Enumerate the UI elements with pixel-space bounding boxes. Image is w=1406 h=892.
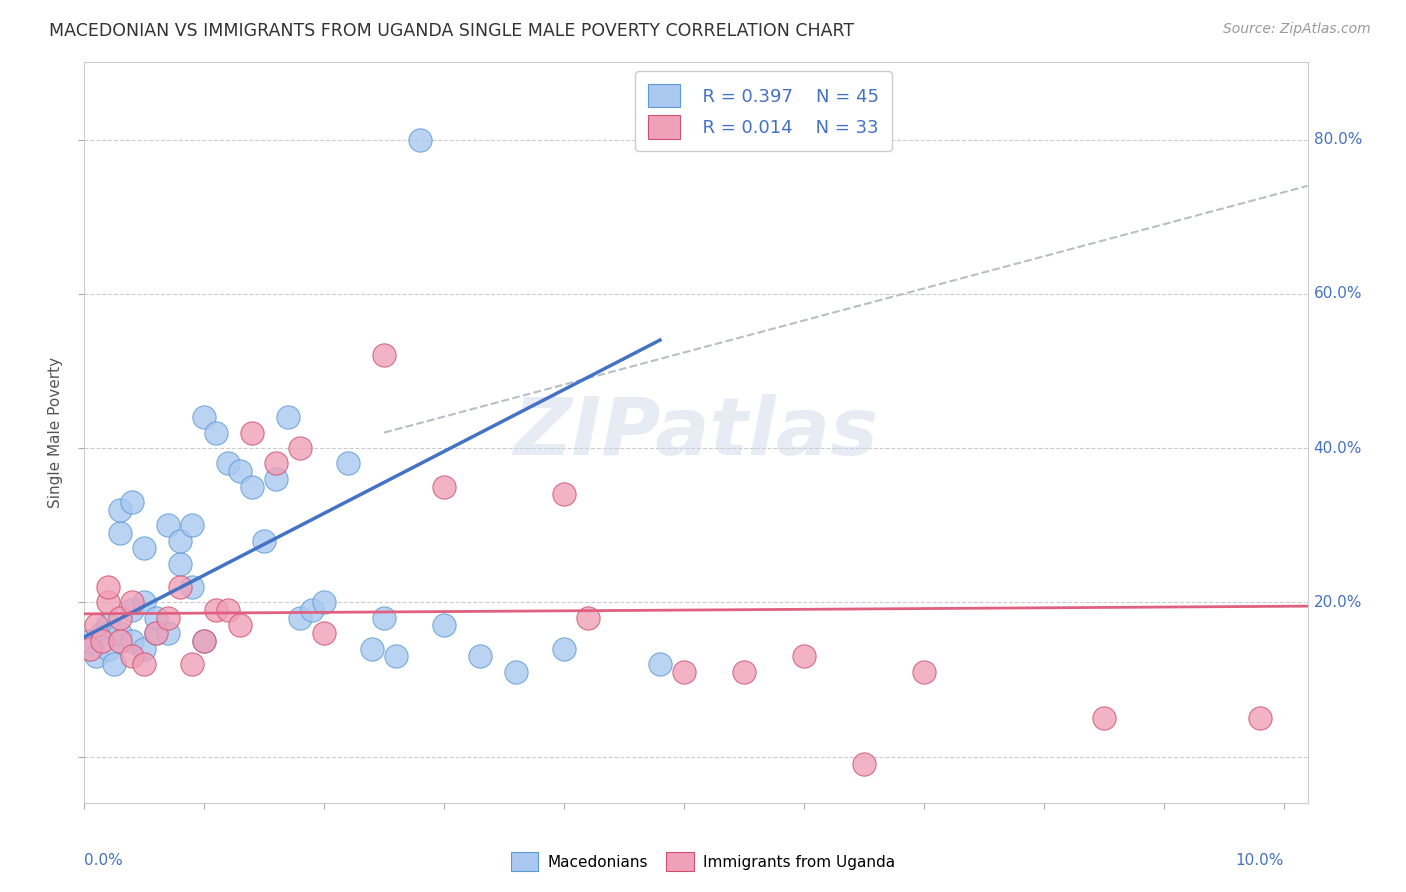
Point bbox=[121, 649, 143, 664]
Point bbox=[79, 641, 101, 656]
Point bbox=[229, 618, 252, 632]
Point bbox=[79, 633, 101, 648]
Point bbox=[205, 603, 228, 617]
Point bbox=[157, 626, 180, 640]
Point bbox=[337, 457, 360, 471]
Point bbox=[91, 626, 114, 640]
Point bbox=[553, 641, 575, 656]
Point bbox=[277, 410, 299, 425]
Point bbox=[385, 649, 408, 664]
Point bbox=[91, 633, 114, 648]
Text: 60.0%: 60.0% bbox=[1313, 286, 1362, 301]
Point bbox=[181, 518, 204, 533]
Point bbox=[576, 611, 599, 625]
Y-axis label: Single Male Poverty: Single Male Poverty bbox=[48, 357, 63, 508]
Point bbox=[290, 611, 312, 625]
Text: MACEDONIAN VS IMMIGRANTS FROM UGANDA SINGLE MALE POVERTY CORRELATION CHART: MACEDONIAN VS IMMIGRANTS FROM UGANDA SIN… bbox=[49, 22, 855, 40]
Point bbox=[169, 557, 191, 571]
Text: 80.0%: 80.0% bbox=[1313, 132, 1362, 147]
Point bbox=[110, 502, 132, 516]
Point bbox=[157, 518, 180, 533]
Point bbox=[110, 633, 132, 648]
Point bbox=[433, 480, 456, 494]
Point bbox=[240, 480, 263, 494]
Point bbox=[217, 603, 239, 617]
Point bbox=[86, 649, 108, 664]
Point bbox=[145, 626, 167, 640]
Point bbox=[433, 618, 456, 632]
Point bbox=[169, 533, 191, 548]
Point bbox=[110, 611, 132, 625]
Point bbox=[145, 611, 167, 625]
Point bbox=[409, 132, 432, 146]
Point bbox=[193, 410, 215, 425]
Point bbox=[912, 665, 935, 679]
Point bbox=[181, 580, 204, 594]
Point bbox=[97, 618, 120, 632]
Point bbox=[733, 665, 755, 679]
Point bbox=[264, 457, 287, 471]
Text: 20.0%: 20.0% bbox=[1313, 595, 1362, 610]
Point bbox=[290, 441, 312, 455]
Point bbox=[264, 472, 287, 486]
Legend: Macedonians, Immigrants from Uganda: Macedonians, Immigrants from Uganda bbox=[505, 847, 901, 877]
Point bbox=[373, 349, 395, 363]
Point bbox=[169, 580, 191, 594]
Point bbox=[253, 533, 276, 548]
Point bbox=[1249, 711, 1271, 725]
Point bbox=[205, 425, 228, 440]
Point bbox=[217, 457, 239, 471]
Point bbox=[240, 425, 263, 440]
Point bbox=[373, 611, 395, 625]
Point bbox=[121, 603, 143, 617]
Point bbox=[672, 665, 695, 679]
Point bbox=[193, 633, 215, 648]
Point bbox=[121, 595, 143, 609]
Point bbox=[314, 595, 336, 609]
Point bbox=[553, 487, 575, 501]
Point bbox=[793, 649, 815, 664]
Point bbox=[361, 641, 384, 656]
Point bbox=[505, 665, 527, 679]
Point bbox=[97, 580, 120, 594]
Text: ZIPatlas: ZIPatlas bbox=[513, 393, 879, 472]
Text: 0.0%: 0.0% bbox=[84, 853, 124, 868]
Point bbox=[648, 657, 671, 671]
Point bbox=[97, 595, 120, 609]
Point bbox=[110, 525, 132, 540]
Point bbox=[229, 464, 252, 478]
Point bbox=[121, 633, 143, 648]
Point bbox=[157, 611, 180, 625]
Point bbox=[314, 626, 336, 640]
Text: 40.0%: 40.0% bbox=[1313, 441, 1362, 456]
Point bbox=[86, 618, 108, 632]
Point bbox=[852, 757, 875, 772]
Point bbox=[103, 657, 125, 671]
Point bbox=[134, 641, 156, 656]
Point bbox=[193, 633, 215, 648]
Point bbox=[1092, 711, 1115, 725]
Point bbox=[97, 641, 120, 656]
Point bbox=[134, 595, 156, 609]
Point bbox=[468, 649, 491, 664]
Point bbox=[121, 495, 143, 509]
Point bbox=[145, 626, 167, 640]
Point bbox=[181, 657, 204, 671]
Text: Source: ZipAtlas.com: Source: ZipAtlas.com bbox=[1223, 22, 1371, 37]
Point bbox=[134, 541, 156, 556]
Point bbox=[301, 603, 323, 617]
Text: 10.0%: 10.0% bbox=[1236, 853, 1284, 868]
Point bbox=[134, 657, 156, 671]
Legend:   R = 0.397    N = 45,   R = 0.014    N = 33: R = 0.397 N = 45, R = 0.014 N = 33 bbox=[636, 71, 891, 152]
Point bbox=[110, 626, 132, 640]
